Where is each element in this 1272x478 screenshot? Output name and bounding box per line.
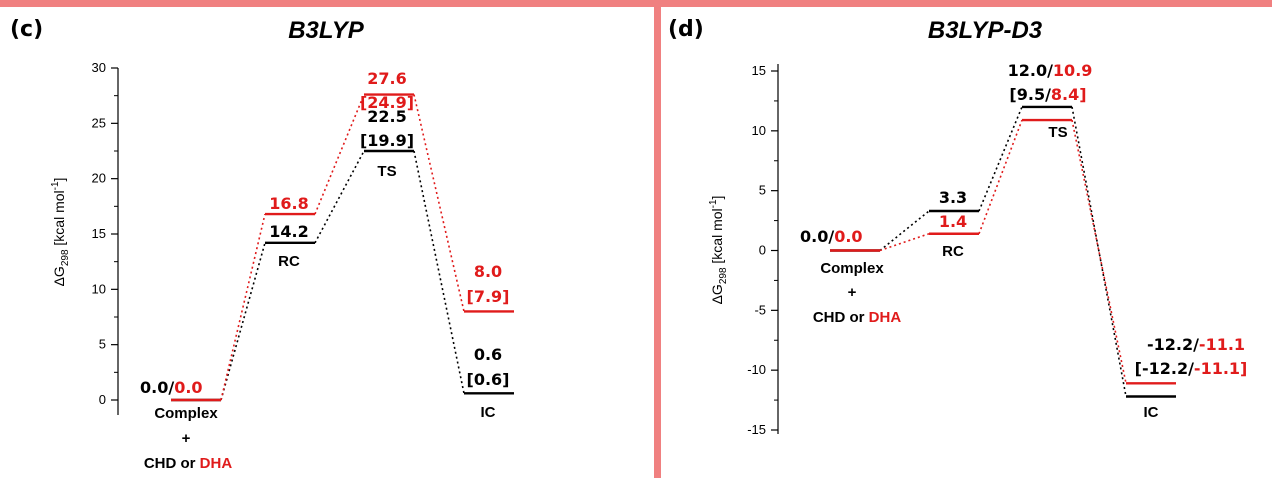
d-ic-label: IC — [1144, 404, 1159, 421]
d-red-connector-rc-ts — [978, 119, 1023, 235]
d-complex-label: Complex — [820, 260, 884, 277]
d-black-connector-rc-ts — [978, 106, 1023, 212]
c-ts-red-value-2: [24.9] — [360, 93, 414, 112]
frame-divider — [654, 0, 661, 478]
panel-c-tick-label: 25 — [92, 115, 106, 130]
panel-c-y-axis-label: ΔG298 [kcal mol-1] — [50, 178, 71, 287]
c-complex-reactants: CHD or DHA — [144, 455, 233, 472]
panel-c-tick-label: 10 — [92, 281, 106, 296]
d-complex-reactants: CHD or DHA — [813, 309, 902, 326]
d-red-connector-ts-ic — [1071, 119, 1127, 384]
panel-d-tick-label: 5 — [759, 183, 766, 198]
c-black-connector-rc-ts — [314, 150, 365, 244]
panel-d-tick-label: 15 — [752, 63, 766, 78]
panel-c-title: B3LYP — [288, 17, 365, 44]
panel-d-letter: (d) — [668, 17, 704, 42]
d-ts-label: TS — [1048, 124, 1067, 141]
c-complex-value: 0.0/0.0 — [140, 378, 203, 397]
d-red-connector-complex-rc — [879, 232, 930, 252]
d-rc-black-value: 3.3 — [939, 188, 967, 207]
c-black-connector-ts-ic — [413, 150, 465, 394]
c-ts-black-value: 22.5 — [367, 107, 406, 126]
c-ic-label: IC — [481, 404, 496, 421]
panel-c-tick-label: 15 — [92, 226, 106, 241]
d-complex-value: 0.0/0.0 — [800, 227, 863, 246]
c-ic-red-value-2: [7.9] — [467, 287, 510, 306]
panel-c-tick-label: 0 — [99, 392, 106, 407]
c-ts-black-value-2: [19.9] — [360, 131, 414, 150]
panel-d: (d) B3LYP-D3 ΔG298 [kcal mol-1] -15 -10 -5… — [668, 17, 1247, 437]
d-ts-value: 12.0/10.9 — [1008, 61, 1093, 80]
d-ic-value-2: [-12.2/-11.1] — [1135, 359, 1248, 378]
c-ts-red-value: 27.6 — [367, 69, 406, 88]
d-ic-value: -12.2/-11.1 — [1147, 335, 1245, 354]
panel-d-tick-label: 0 — [759, 243, 766, 258]
d-black-connector-ts-ic — [1071, 106, 1127, 397]
c-black-connector-complex-rc — [220, 242, 266, 401]
c-ts-label: TS — [377, 163, 396, 180]
c-complex-plus: + — [182, 430, 191, 447]
c-rc-black-value: 14.2 — [269, 222, 308, 241]
panel-c-tick-label: 20 — [92, 171, 106, 186]
c-red-connector-ts-ic — [413, 94, 465, 312]
d-rc-label: RC — [942, 243, 964, 260]
d-ts-value-2: [9.5/8.4] — [1009, 85, 1086, 104]
c-ic-black-value-2: [0.6] — [467, 370, 510, 389]
panel-d-tick-label: -10 — [747, 362, 766, 377]
c-ic-black-value: 0.6 — [474, 345, 502, 364]
c-red-connector-rc-ts — [314, 94, 365, 215]
panel-d-tick-label: -15 — [747, 422, 766, 437]
panel-d-tick-label: -5 — [754, 302, 766, 317]
d-complex-plus: + — [848, 284, 857, 301]
panel-c: (c) B3LYP ΔG298 [kcal mol-1] 0 5 10 15 20 25 3… — [10, 17, 514, 472]
c-ic-red-value: 8.0 — [474, 262, 502, 281]
frame-top-bar — [0, 0, 1272, 7]
c-red-connector-complex-rc — [220, 213, 266, 401]
panel-c-tick-label: 30 — [92, 60, 106, 75]
d-black-connector-complex-rc — [879, 210, 930, 252]
c-rc-label: RC — [278, 253, 300, 270]
c-complex-label: Complex — [154, 405, 218, 422]
d-rc-red-value: 1.4 — [939, 212, 967, 231]
panel-c-tick-label: 5 — [99, 337, 106, 352]
c-rc-red-value: 16.8 — [269, 194, 308, 213]
panel-d-tick-label: 10 — [752, 123, 766, 138]
panel-d-title: B3LYP-D3 — [928, 17, 1043, 44]
panel-d-y-axis-label: ΔG298 [kcal mol-1] — [708, 196, 729, 305]
panel-c-letter: (c) — [10, 17, 43, 42]
